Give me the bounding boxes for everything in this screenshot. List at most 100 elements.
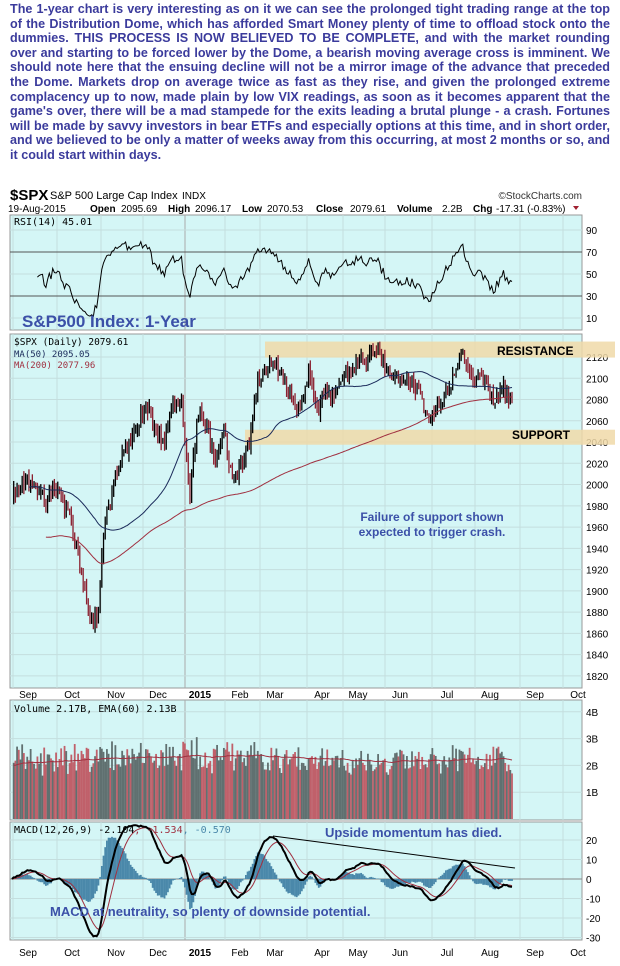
macd-histogram-bar bbox=[26, 873, 29, 879]
volume-bar bbox=[290, 758, 293, 819]
volume-bar bbox=[263, 769, 266, 819]
volume-bar bbox=[36, 756, 39, 819]
volume-bar bbox=[280, 772, 283, 819]
ma50-line bbox=[28, 371, 513, 531]
macd-histogram-bar bbox=[434, 879, 437, 883]
x-tick-label: Aug bbox=[481, 948, 499, 959]
volume-bar bbox=[165, 744, 168, 819]
volume-bar bbox=[351, 760, 354, 819]
volume-bar bbox=[387, 774, 390, 819]
volume-bar bbox=[117, 764, 120, 819]
volume-bar bbox=[70, 754, 73, 819]
volume-bar bbox=[134, 759, 137, 819]
macd-histogram-bar bbox=[107, 837, 110, 879]
macd-histogram-bar bbox=[477, 879, 480, 884]
macd-histogram-bar bbox=[216, 879, 218, 888]
volume-bar bbox=[328, 766, 330, 819]
high-value: 2096.17 bbox=[195, 204, 232, 215]
macd-histogram-bar bbox=[156, 879, 159, 896]
volume-bar bbox=[482, 767, 485, 819]
macd-histogram-bar bbox=[511, 879, 513, 881]
volume-bar bbox=[289, 759, 291, 819]
price-chart-title: S&P500 Index: 1-Year bbox=[22, 312, 196, 331]
volume-bar bbox=[377, 754, 380, 819]
volume-bar bbox=[256, 750, 259, 819]
macd-histogram-bar bbox=[441, 874, 444, 879]
volume-bar bbox=[358, 758, 361, 819]
volume-bar bbox=[109, 767, 112, 819]
chg-value: -17.31 (-0.83%) bbox=[496, 204, 565, 215]
volume-bar bbox=[480, 765, 483, 819]
macd-histogram-bar bbox=[407, 879, 410, 883]
macd-histogram-bar bbox=[467, 872, 469, 879]
volume-bar bbox=[455, 748, 457, 819]
macd-histogram-bar bbox=[28, 875, 30, 879]
volume-bar bbox=[458, 749, 461, 819]
volume-bar bbox=[275, 748, 278, 819]
volume-bar bbox=[309, 757, 312, 819]
symbol: $SPX bbox=[10, 187, 48, 204]
volume-bar bbox=[222, 747, 225, 819]
volume-bar bbox=[17, 749, 20, 819]
macd-histogram-bar bbox=[65, 879, 68, 885]
macd-histogram-bar bbox=[73, 879, 76, 893]
macd-histogram-bar bbox=[109, 837, 112, 879]
macd-histogram-bar bbox=[351, 874, 354, 879]
volume-bar bbox=[441, 760, 444, 819]
macd-histogram-bar bbox=[89, 879, 91, 902]
volume-bar bbox=[85, 747, 88, 819]
x-tick-label: Dec bbox=[149, 948, 167, 959]
x-tick-label: Sep bbox=[19, 690, 37, 701]
volume-bar bbox=[200, 767, 203, 819]
macd-histogram-bar bbox=[356, 873, 359, 879]
volume-bar bbox=[361, 762, 364, 819]
volume-bar bbox=[61, 765, 64, 819]
macd-histogram-bar bbox=[494, 879, 496, 890]
volume-label: Volume bbox=[397, 204, 433, 215]
macd-histogram-bar bbox=[189, 879, 191, 910]
x-tick-label: Jul bbox=[441, 948, 454, 959]
macd-histogram-bar bbox=[392, 879, 395, 889]
macd-histogram-bar bbox=[228, 879, 230, 884]
volume-bar bbox=[511, 773, 513, 819]
macd-histogram-bar bbox=[80, 879, 83, 899]
macd-histogram-bar bbox=[439, 876, 442, 879]
volume-bar bbox=[460, 750, 463, 819]
macd-histogram-bar bbox=[68, 879, 71, 885]
macd-histogram-bar bbox=[143, 877, 146, 879]
macd-histogram-bar bbox=[272, 868, 274, 879]
volume-bar bbox=[122, 755, 125, 819]
volume-bar bbox=[407, 768, 410, 819]
macd-histogram-bar bbox=[421, 879, 424, 883]
macd-histogram-bar bbox=[339, 875, 342, 879]
macd-histogram-bar bbox=[261, 854, 264, 879]
macd-histogram-bar bbox=[29, 875, 32, 879]
volume-bar bbox=[485, 753, 488, 819]
macd-histogram-bar bbox=[456, 864, 459, 879]
x-tick-label: Oct bbox=[570, 948, 586, 959]
macd-histogram-bar bbox=[138, 875, 141, 879]
volume-bar bbox=[144, 749, 147, 819]
macd-histogram-bar bbox=[278, 879, 281, 882]
macd-histogram-bar bbox=[304, 879, 307, 885]
volume-bar bbox=[202, 766, 205, 819]
volume-ema-line bbox=[13, 754, 513, 766]
macd-histogram-bar bbox=[133, 868, 135, 879]
volume-bar bbox=[241, 762, 244, 819]
volume-bar bbox=[260, 754, 263, 819]
macd-histogram-bar bbox=[300, 879, 303, 892]
macd-histogram-bar bbox=[87, 879, 90, 902]
volume-bar bbox=[82, 754, 85, 819]
volume-bar bbox=[292, 754, 295, 819]
volume-bar bbox=[363, 764, 366, 819]
volume-bar bbox=[39, 753, 42, 819]
price-tick-label: 2120 bbox=[586, 353, 609, 364]
volume-bar bbox=[187, 750, 190, 819]
volume-bar bbox=[400, 750, 403, 819]
volume-bar bbox=[336, 755, 339, 819]
macd-histogram-bar bbox=[297, 879, 300, 896]
macd-histogram-bar bbox=[168, 879, 171, 889]
macd-histogram-bar bbox=[426, 879, 429, 888]
volume-bar bbox=[394, 753, 396, 819]
volume-tick-label: 1B bbox=[586, 788, 599, 799]
